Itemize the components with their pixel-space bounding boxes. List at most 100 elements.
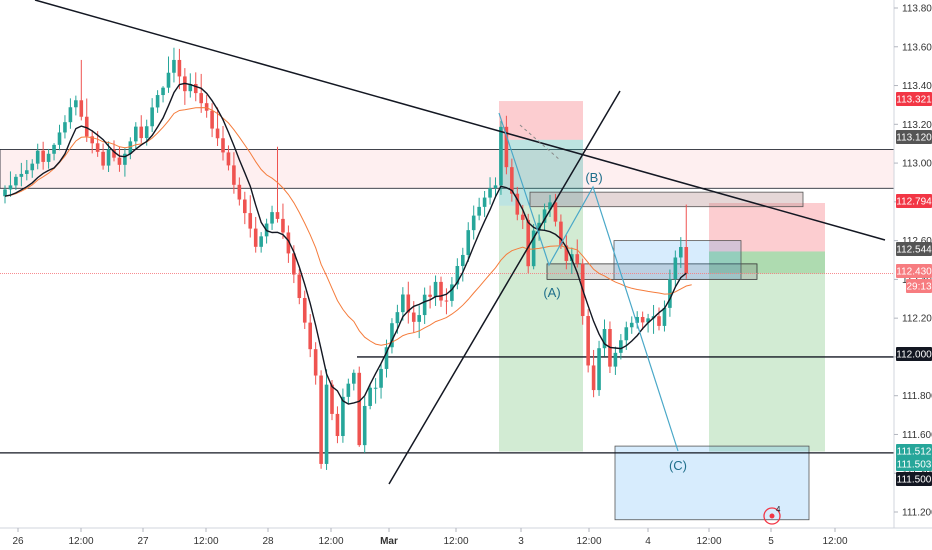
candle: [662, 300, 667, 332]
candle-body: [330, 384, 334, 414]
candle: [319, 370, 323, 469]
candle: [461, 247, 465, 282]
candle-body: [335, 413, 340, 437]
candle-body: [635, 316, 639, 323]
candle: [406, 281, 411, 324]
candle: [226, 145, 231, 171]
candle-body: [537, 222, 541, 231]
candle-body: [640, 316, 645, 323]
x-tick-label: 12:00: [576, 536, 601, 547]
candle-body: [548, 202, 552, 210]
candle: [428, 285, 432, 309]
candle-body: [428, 294, 432, 297]
candle: [401, 287, 405, 321]
x-tick-label: 12:00: [68, 536, 93, 547]
price-label: 112.430: [896, 264, 932, 278]
candle-body: [384, 347, 389, 369]
ema-black-line: [4, 82, 687, 405]
y-tick-label: 111.200: [902, 508, 932, 519]
candle-body: [515, 193, 520, 215]
candle-body: [123, 153, 127, 165]
candle: [477, 197, 481, 221]
candle-body: [144, 126, 149, 139]
y-axis-ticks: 113.800113.600113.400113.200113.000112.8…: [894, 4, 932, 519]
price-label-bg: [896, 347, 932, 361]
candle-body: [150, 107, 154, 127]
candle-body: [346, 383, 351, 397]
candle: [597, 340, 601, 396]
candle: [134, 122, 138, 149]
candle: [684, 204, 689, 279]
price-label: 112.794: [896, 194, 932, 208]
moving-average-layer: [4, 82, 692, 405]
candle: [161, 86, 165, 103]
ascending-trendline: [388, 90, 621, 485]
price-label-text: 111.500: [897, 475, 932, 486]
alert-badge-icon[interactable]: 4: [763, 505, 781, 525]
price-labels: 113.321 113.120 112.794 112.544 112.430 29:13…: [896, 92, 932, 486]
candle: [259, 232, 263, 253]
y-tick-label: 113.000: [902, 159, 932, 170]
candle-body: [455, 266, 460, 285]
candle: [128, 137, 133, 160]
y-tick-label: 113.800: [902, 4, 932, 15]
price-label: 29:13: [906, 279, 932, 293]
price-label: 111.500: [896, 472, 932, 486]
candle-body: [313, 349, 318, 376]
candle-body: [586, 316, 590, 366]
x-axis-ticks: 26 12:00 27 12:00 28 12:00 Mar 12:00 3 12:00 4 12:0…: [12, 528, 848, 547]
candle-body: [488, 188, 492, 198]
candle-body: [684, 247, 689, 274]
candle: [433, 275, 438, 306]
candle: [482, 190, 487, 217]
candle-body: [564, 245, 569, 261]
candle: [504, 115, 509, 175]
zones-layer: [0, 101, 895, 521]
candle: [253, 216, 258, 253]
candle: [188, 73, 193, 98]
candle: [14, 174, 18, 191]
y-tick-label: 111.600: [902, 430, 932, 441]
y-tick-label: 112.600: [902, 236, 932, 247]
candle-body: [166, 72, 171, 88]
candle-body: [46, 153, 51, 162]
price-label-text: 29:13: [906, 282, 931, 293]
candle: [297, 269, 302, 305]
wave-labels-layer: (A) (B) (C): [543, 170, 687, 473]
candle: [450, 277, 454, 307]
candle-body: [657, 316, 661, 326]
candle-body: [597, 348, 601, 391]
candle-body: [471, 215, 476, 231]
candle-body: [188, 83, 193, 92]
candle-body: [270, 212, 274, 224]
candle: [640, 311, 645, 330]
x-tick-label: 26: [12, 536, 24, 547]
wave-label: (A): [543, 285, 560, 300]
candle: [422, 287, 427, 324]
candle: [313, 342, 318, 385]
candle-body: [373, 387, 378, 389]
price-label: 112.544: [896, 242, 932, 256]
price-label-bg: [896, 242, 932, 256]
candle-body: [357, 372, 362, 446]
candle-body: [232, 165, 236, 185]
candle-body: [14, 176, 18, 186]
candle: [466, 222, 471, 262]
candle-body: [395, 312, 400, 324]
price-label-text: 113.321: [896, 95, 932, 106]
candle: [30, 159, 35, 178]
candle-body: [308, 322, 312, 350]
y-tick-label: 111.800: [902, 391, 932, 402]
candle-body: [417, 315, 421, 322]
candle: [150, 98, 154, 133]
position-stop-zone: [499, 101, 583, 140]
position-target-zone: [499, 205, 583, 452]
candle: [542, 203, 547, 231]
price-label-bg: [896, 194, 932, 208]
candle-body: [390, 323, 394, 348]
candle-body: [106, 149, 111, 166]
candle: [237, 177, 242, 206]
candle: [346, 378, 351, 404]
